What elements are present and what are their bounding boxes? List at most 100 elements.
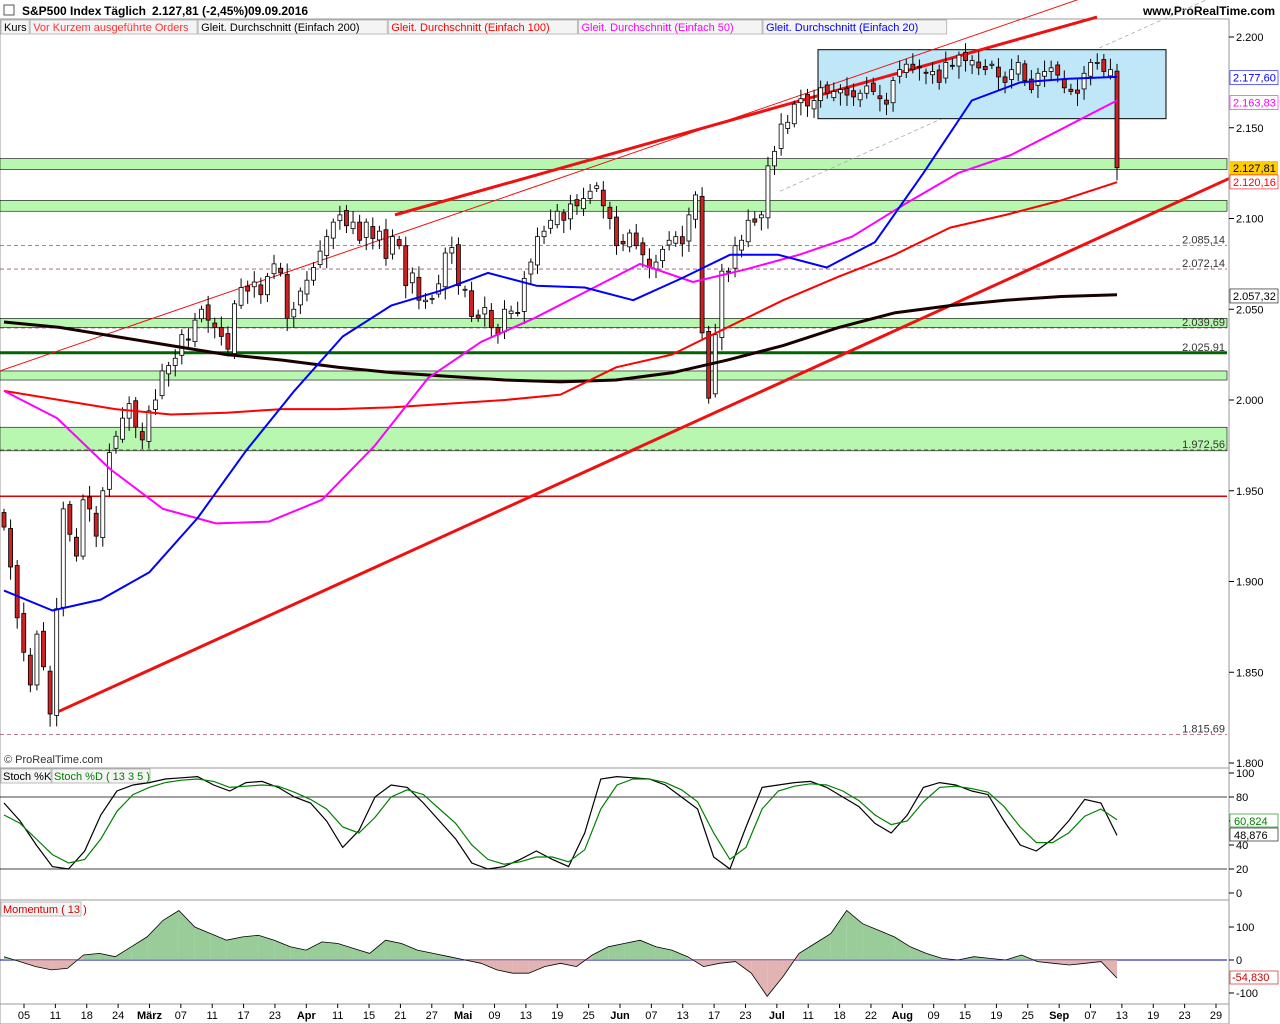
momentum-badge — [1229, 970, 1279, 985]
candle-body — [462, 288, 468, 291]
site-label: www.ProRealTime.com — [1142, 4, 1275, 18]
time-tick-label: 18 — [833, 1010, 845, 1022]
candle-body — [758, 214, 764, 219]
time-tick-label: 15 — [959, 1010, 971, 1022]
candle-body — [930, 71, 935, 76]
candle-body — [74, 536, 79, 557]
candle-body — [587, 190, 593, 199]
candle-body — [640, 242, 646, 256]
candle-body — [120, 417, 125, 440]
candle-body — [1081, 72, 1087, 90]
level-label: 2.085,14 — [1182, 234, 1225, 246]
header: S&P500 Index Täglich 2.127,81 (-2,45%) 0… — [0, 0, 1280, 20]
momentum-tab-label: Momentum ( 13 ) — [3, 904, 87, 916]
moving-average-line — [3, 99, 1118, 525]
time-tick-label: 21 — [394, 1010, 406, 1022]
time-tick-label: 13 — [677, 1010, 689, 1022]
time-tick-label: 25 — [583, 1010, 595, 1022]
momentum-area — [194, 927, 211, 960]
candle-body — [844, 87, 850, 96]
momentum-area — [369, 940, 386, 960]
candle-body — [469, 290, 474, 317]
time-tick-label: 23 — [1179, 1010, 1191, 1022]
momentum-area — [592, 946, 609, 960]
candle-body — [80, 499, 86, 557]
legend-tab-label: Gleit. Durchschnitt (Einfach 100) — [391, 22, 549, 34]
candle-body — [278, 267, 284, 274]
candle-body — [982, 66, 988, 71]
candle-body — [212, 322, 218, 328]
candle-body — [963, 51, 968, 61]
candle-body — [936, 69, 942, 83]
candle-body — [857, 92, 863, 101]
candle-body — [864, 85, 870, 94]
candle-body — [1009, 69, 1015, 80]
time-tick-label: 15 — [363, 1010, 375, 1022]
candle-body — [1108, 69, 1113, 77]
candle-body — [1061, 79, 1067, 89]
trendlines — [0, 0, 1230, 714]
legend-tab — [197, 19, 388, 35]
collapse-icon[interactable] — [3, 4, 15, 16]
price-badge — [1229, 70, 1279, 85]
candle-body — [923, 71, 929, 74]
time-tick-label: 07 — [175, 1010, 187, 1022]
candle-body — [205, 304, 211, 321]
moving-average-line — [3, 75, 1118, 612]
candle-body — [989, 63, 995, 66]
candle-body — [357, 221, 363, 241]
candle-body — [772, 150, 777, 167]
stoch-tick-label: 20 — [1236, 864, 1248, 876]
candle-body — [752, 218, 758, 223]
candle-body — [436, 283, 442, 295]
stoch-badge — [1229, 813, 1279, 828]
candle-body — [192, 319, 198, 342]
candle-body — [660, 248, 665, 262]
candle-body — [535, 236, 540, 266]
momentum-area — [401, 943, 418, 960]
candle-body — [976, 61, 982, 69]
candle-body — [238, 287, 244, 306]
momentum-area — [163, 910, 179, 960]
candle-body — [785, 121, 791, 129]
time-tick-label: 17 — [708, 1010, 720, 1022]
candle-body — [1088, 62, 1094, 77]
momentum-area — [433, 953, 450, 960]
momentum-area — [147, 920, 163, 960]
momentum-area — [512, 960, 529, 974]
candle-body — [60, 508, 66, 608]
candle-body — [956, 54, 962, 67]
momentum-area — [306, 941, 322, 960]
candle-body — [614, 216, 619, 247]
stoch-tick-label: 40 — [1236, 840, 1248, 852]
price-tick-label: 1.800 — [1236, 758, 1264, 770]
momentum-area — [496, 960, 513, 974]
price-axis: 1.800 1.850 1.900 1.950 2.000 2.050 2.100 2.150… — [1228, 19, 1280, 1004]
candle-body — [1, 512, 7, 528]
momentum-area — [830, 910, 847, 960]
candle-body — [153, 399, 158, 410]
candle-body — [528, 261, 534, 275]
support-zones — [0, 158, 1228, 452]
stoch-badge-label: 60,824 — [1234, 816, 1268, 828]
level-label: 1.815,69 — [1182, 724, 1225, 736]
time-tick-label: 29 — [1210, 1010, 1222, 1022]
candle-body — [811, 100, 817, 110]
stoch-line — [3, 775, 1118, 870]
last-price-badge — [1230, 161, 1278, 176]
momentum-area — [322, 941, 338, 960]
time-tick-label: 07 — [645, 1010, 657, 1022]
price-tick-label: 2.100 — [1236, 214, 1264, 226]
momentum-area — [99, 953, 116, 960]
candle-body — [686, 214, 692, 242]
stoch-tab — [51, 768, 151, 784]
candle-body — [100, 490, 106, 538]
outer-trendline — [0, 0, 1079, 372]
legend-tab-label: Vor Kurzem ausgeführte Orders — [33, 22, 189, 34]
price-tick-label: 1.950 — [1236, 486, 1264, 498]
stoch-tab-label: Stoch %K — [3, 771, 52, 783]
candle-body — [837, 89, 843, 94]
support-zone — [0, 200, 1228, 212]
momentum-area — [210, 933, 227, 960]
candle-body — [350, 221, 356, 230]
